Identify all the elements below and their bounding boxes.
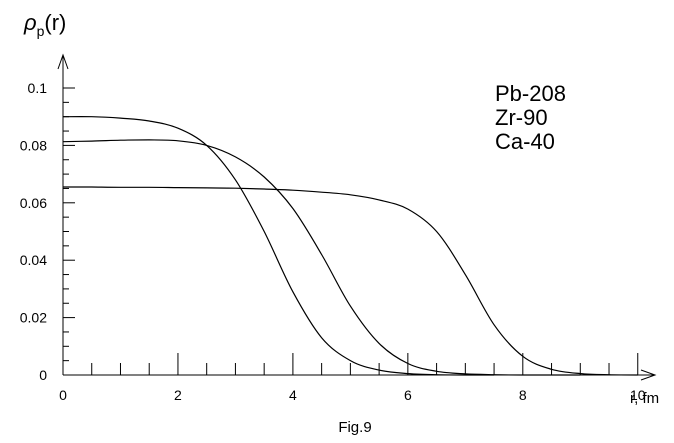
x-axis-title: r, fm: [630, 390, 659, 407]
curves: [62, 116, 638, 376]
y-axis-arrow: [57, 53, 69, 70]
x-tick-label: 0: [59, 387, 67, 403]
series-line-1: [62, 186, 638, 376]
x-tick-label: 6: [404, 387, 412, 403]
x-tick-label: 8: [519, 387, 527, 403]
y-tick-label: 0: [39, 367, 47, 383]
legend-label: Zr-90: [495, 105, 548, 130]
x-axis-arrow: [640, 369, 657, 381]
series-line-2: [62, 139, 581, 376]
legend-label: Pb-208: [495, 81, 566, 106]
x-tick-label: 10: [630, 387, 646, 403]
figure-caption: Fig.9: [338, 419, 371, 436]
y-tick-label: 0.02: [20, 310, 47, 326]
y-tick-label: 0.1: [28, 80, 48, 96]
x-tick-label: 4: [289, 387, 297, 403]
labels: 0 0.02 0.04 0.06 0.08 0.1 0 2 4 6 8 10 ρp(r) r, fm Pb-…: [20, 10, 659, 436]
y-axis-title: ρp(r): [23, 10, 66, 39]
series-line-3: [62, 116, 495, 376]
legend-label: Ca-40: [495, 129, 555, 154]
y-tick-label: 0.06: [20, 195, 47, 211]
x-tick-label: 2: [174, 387, 182, 403]
y-tick-label: 0.04: [20, 252, 47, 268]
y-tick-label: 0.08: [20, 137, 47, 153]
